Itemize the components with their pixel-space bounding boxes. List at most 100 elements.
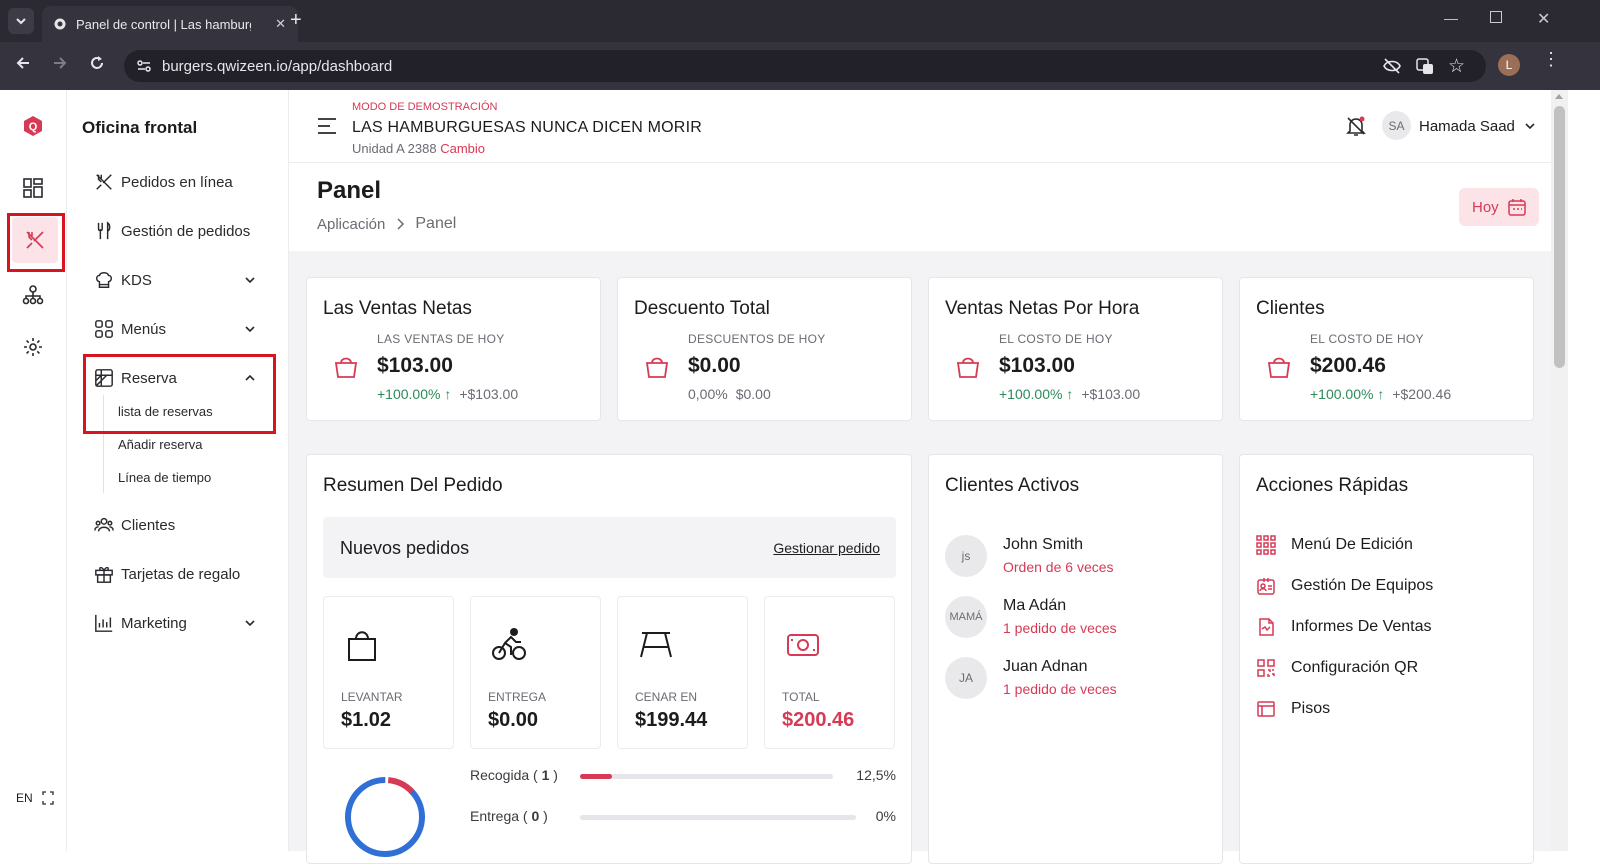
front-office-rail-item[interactable] (12, 217, 58, 263)
report-icon (1259, 618, 1274, 636)
calendar-icon (1507, 199, 1526, 216)
progress-track (580, 815, 856, 820)
client-name[interactable]: Juan Adnan (1003, 658, 1088, 675)
client-name[interactable]: Ma Adán (1003, 597, 1067, 614)
user-name[interactable]: Hamada Saad (1419, 118, 1515, 135)
active-clients-title: Clientes Activos (945, 475, 1080, 496)
kpi-title: Descuento Total (634, 298, 770, 319)
browser-menu-icon[interactable]: ⋮ (1542, 49, 1560, 69)
client-name[interactable]: John Smith (1003, 536, 1084, 553)
demo-mode-label: MODO DE DEMOSTRACIÓN (352, 101, 498, 113)
client-orders: 1 pedido de veces (1003, 681, 1117, 697)
address-bar[interactable]: burgers.qwizeen.io/app/dashboard (124, 50, 1486, 82)
browser-tab-strip: Panel de control | Las hamburguesas nunc… (0, 0, 1600, 42)
page-scrollbar[interactable] (1551, 90, 1568, 851)
shopping-bag-icon (334, 357, 358, 378)
scrollbar-thumb[interactable] (1554, 106, 1565, 368)
progress-count: 1 (541, 767, 550, 783)
submenu-item-add-reservation[interactable]: Añadir reserva (118, 437, 203, 452)
chevron-down-icon[interactable] (243, 616, 257, 630)
window-minimize-button[interactable]: — (1444, 10, 1458, 26)
app-logo-icon[interactable]: Q (22, 115, 44, 137)
manage-order-link[interactable]: Gestionar pedido (773, 540, 880, 556)
submenu-item-reservation-list[interactable]: lista de reservas (118, 404, 213, 419)
sidebar-item-online-orders[interactable]: Pedidos en línea (93, 170, 233, 194)
site-info-icon[interactable] (135, 57, 153, 75)
language-switch[interactable]: EN (6, 786, 54, 810)
tile-total: TOTAL $200.46 (764, 596, 895, 749)
progress-row-pickup: Recogida ( 1 ) 12,5% (470, 767, 896, 783)
url-text: burgers.qwizeen.io/app/dashboard (162, 57, 393, 75)
notification-off-icon[interactable] (1345, 115, 1367, 137)
sidebar-item-order-management[interactable]: Gestión de pedidos (93, 219, 250, 243)
sidebar-item-menus[interactable]: Menús (93, 317, 166, 341)
order-summary-card: Resumen Del Pedido Nuevos pedidos Gestio… (306, 454, 912, 864)
today-button[interactable]: Hoy (1459, 188, 1539, 226)
tab-search-button[interactable] (8, 8, 34, 34)
kpi-subtitle: DESCUENTOS DE HOY (688, 332, 826, 346)
translate-icon[interactable] (1415, 56, 1435, 76)
kpi-subtitle: EL COSTO DE HOY (1310, 332, 1424, 346)
sidebar-item-marketing[interactable]: Marketing (93, 611, 187, 635)
window-restore-button[interactable] (1490, 11, 1502, 23)
back-icon[interactable] (14, 54, 32, 72)
reload-icon[interactable] (88, 54, 106, 72)
kpi-card-total-discount: Descuento Total DESCUENTOS DE HOY $0.00 … (617, 277, 912, 421)
progress-pct: 0% (875, 808, 896, 824)
tab-close-icon[interactable]: ✕ (275, 16, 286, 31)
bookmark-star-icon[interactable]: ☆ (1448, 56, 1466, 77)
user-avatar[interactable]: SA (1382, 111, 1411, 140)
kpi-subtitle: EL COSTO DE HOY (999, 332, 1113, 346)
browser-tab[interactable]: Panel de control | Las hamburguesas nunc… (42, 6, 298, 42)
breadcrumb: Aplicación Panel (317, 215, 456, 233)
forward-icon[interactable] (51, 54, 69, 72)
kpi-change: 0,00% $0.00 (688, 386, 771, 402)
quick-action-floors[interactable]: Pisos (1256, 697, 1330, 721)
quick-action-qr-config[interactable]: Configuración QR (1256, 656, 1418, 680)
chevron-up-icon[interactable] (243, 371, 257, 385)
client-orders: Orden de 6 veces (1003, 559, 1114, 575)
arrow-up-icon: ↑ (1377, 386, 1385, 402)
site-favicon-icon (54, 18, 66, 30)
highlight-box-reservation (83, 354, 276, 434)
quick-actions-title: Acciones Rápidas (1256, 475, 1409, 496)
highlight-box-rail (7, 213, 65, 272)
settings-gear-icon[interactable] (22, 336, 44, 358)
quick-action-team-management[interactable]: Gestión De Equipos (1256, 574, 1433, 598)
submenu-item-timeline[interactable]: Línea de tiempo (118, 470, 212, 485)
kpi-value: $0.00 (688, 354, 741, 377)
quick-action-sales-reports[interactable]: Informes De Ventas (1256, 615, 1432, 639)
svg-text:Q: Q (29, 121, 38, 133)
sidebar: Oficina frontal Pedidos en línea Gestión… (67, 90, 289, 851)
kpi-title: Clientes (1256, 298, 1325, 319)
restaurant-name: LAS HAMBURGUESAS NUNCA DICEN MORIR (352, 119, 702, 136)
kpi-card-net-sales: Las Ventas Netas LAS VENTAS DE HOY $103.… (306, 277, 601, 421)
scroll-up-arrow-icon[interactable] (1555, 94, 1563, 99)
eye-off-icon[interactable] (1382, 56, 1402, 76)
sidebar-item-gift-cards[interactable]: Tarjetas de regalo (93, 562, 240, 586)
change-unit-link[interactable]: Cambio (440, 141, 485, 156)
user-menu-chevron-icon[interactable] (1523, 119, 1537, 133)
dashboard-icon[interactable] (22, 177, 44, 199)
breadcrumb-root[interactable]: Aplicación (317, 215, 386, 233)
sidebar-item-kds[interactable]: KDS (93, 268, 152, 292)
page-title: Panel (317, 177, 382, 204)
unit-line: Unidad A 2388 Cambio (352, 141, 485, 156)
tab-title: Panel de control | Las hamburguesas nunc… (76, 16, 251, 32)
quick-action-edit-menu[interactable]: Menú De Edición (1256, 533, 1413, 557)
organization-icon[interactable] (22, 284, 44, 306)
chevron-down-icon[interactable] (243, 322, 257, 336)
sidebar-item-clients[interactable]: Clientes (93, 513, 175, 537)
hamburger-menu-icon[interactable] (317, 117, 337, 135)
sidebar-item-reservation[interactable]: Reserva (93, 366, 177, 390)
chart-icon (93, 612, 115, 634)
window-close-button[interactable]: ✕ (1537, 11, 1551, 28)
arrow-up-icon: ↑ (444, 386, 452, 402)
chevron-down-icon[interactable] (243, 273, 257, 287)
cyclist-icon (492, 628, 526, 660)
new-tab-button[interactable]: + (290, 9, 302, 31)
profile-avatar[interactable]: L (1498, 54, 1520, 76)
kpi-change: +100.00% ↑ +$200.46 (1310, 386, 1452, 402)
sidebar-title: Oficina frontal (82, 118, 198, 137)
fullscreen-icon (42, 791, 54, 805)
